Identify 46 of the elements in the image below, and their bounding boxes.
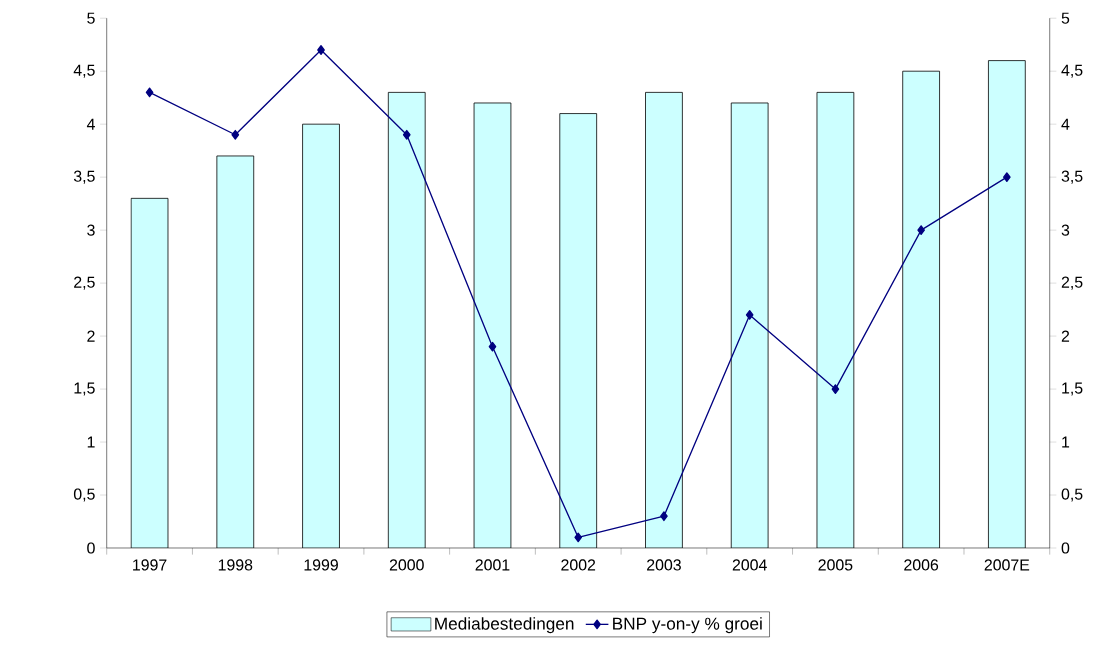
x-tick-label: 1998 <box>218 559 253 571</box>
point <box>402 130 411 140</box>
y2-tick-label: 2,5 <box>1061 276 1083 290</box>
legend-label: Mediabestedingen <box>435 617 574 634</box>
x-tick-label: 2004 <box>732 559 767 571</box>
point <box>145 87 154 98</box>
y-tick-label: 4 <box>86 118 95 130</box>
point <box>488 341 497 352</box>
y-tick-label: 1 <box>87 436 95 448</box>
x-tick-label: 1997 <box>133 559 167 571</box>
x-tick-label: 1999 <box>304 559 338 571</box>
x-tick-label: 2002 <box>561 559 596 571</box>
point <box>574 532 583 543</box>
y2-tick-label: 4 <box>1061 118 1070 130</box>
x-tick-label: 2007E <box>984 559 1030 571</box>
point <box>231 130 240 140</box>
y2-tick-label: 3,5 <box>1061 170 1083 184</box>
point <box>1003 172 1011 183</box>
y-tick-label: 0,5 <box>73 488 95 502</box>
y2-tick-label: 0,5 <box>1061 488 1083 502</box>
y-tick-label: 3 <box>87 224 95 236</box>
y2-tick-label: 3 <box>1061 224 1070 236</box>
y2-tick-label: 4,5 <box>1061 64 1083 78</box>
y-tick-label: 5 <box>87 12 95 24</box>
point <box>317 45 325 56</box>
x-tick-label: 2005 <box>818 559 853 571</box>
y-tick-label: 1,5 <box>74 382 95 396</box>
point <box>660 511 668 522</box>
y-tick-label: 2 <box>87 330 95 342</box>
y-tick-label: 3,5 <box>73 170 95 184</box>
x-tick-label: 2006 <box>904 559 939 571</box>
y-tick-label: 0 <box>87 542 95 554</box>
y2-tick-label: 1,5 <box>1062 382 1083 396</box>
y2-tick-label: 1 <box>1062 436 1070 448</box>
y2-tick-label: 5 <box>1061 12 1070 24</box>
point <box>745 310 754 320</box>
x-tick-label: 2001 <box>475 559 510 571</box>
y-tick-label: 4,5 <box>73 64 95 78</box>
legend-label: BNP y-on-y % groei <box>613 617 762 634</box>
y2-tick-label: 2 <box>1061 330 1070 342</box>
x-tick-label: 2000 <box>389 559 424 571</box>
point <box>917 225 925 236</box>
y-tick-label: 2,5 <box>74 276 95 290</box>
x-tick-label: 2003 <box>647 559 681 571</box>
y2-tick-label: 0 <box>1061 542 1070 554</box>
point <box>831 384 840 395</box>
